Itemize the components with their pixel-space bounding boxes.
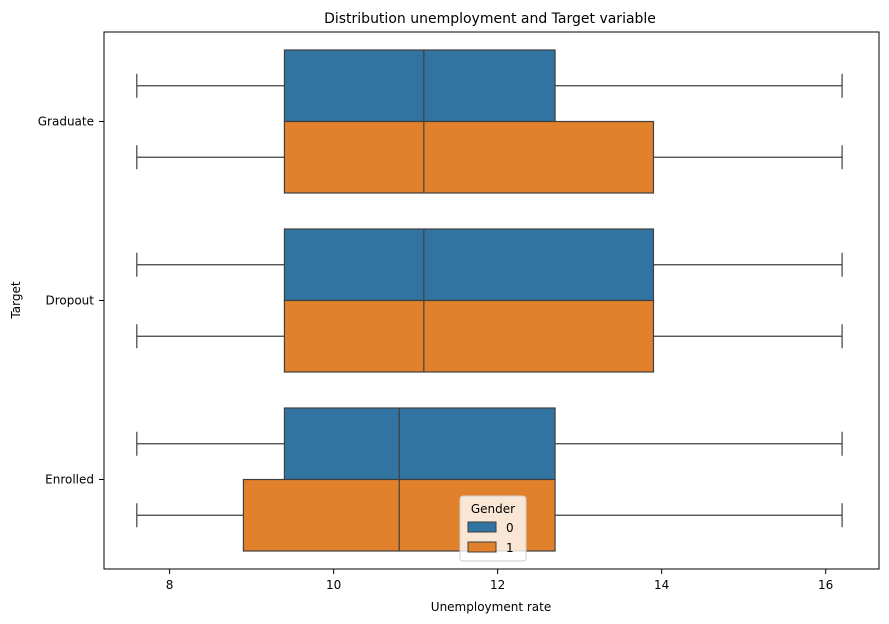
x-tick-label: 8 <box>166 578 174 592</box>
x-axis-title: Unemployment rate <box>431 600 551 614</box>
iqr-box <box>283 299 655 373</box>
legend-swatch-gender-1 <box>467 541 497 553</box>
legend: Gender 0 1 <box>459 495 527 562</box>
legend-title: Gender <box>471 502 515 516</box>
box-dropout-gender-0 <box>136 228 843 302</box>
x-tick-label: 12 <box>490 578 505 592</box>
iqr-box <box>283 49 556 123</box>
legend-swatch-gender-0 <box>467 521 497 533</box>
box-dropout-gender-1 <box>136 299 843 373</box>
chart-title: Distribution unemployment and Target var… <box>324 11 656 27</box>
legend-label-gender-0: 0 <box>506 521 514 535</box>
iqr-box <box>283 407 556 481</box>
x-tick-label: 16 <box>818 578 833 592</box>
legend-label-gender-1: 1 <box>506 541 514 555</box>
y-axis-title: Target <box>9 281 23 319</box>
box-graduate-gender-1 <box>136 120 843 194</box>
iqr-box <box>283 228 655 302</box>
x-tick-label: 14 <box>654 578 669 592</box>
plot-area <box>136 49 843 552</box>
iqr-box <box>283 120 655 194</box>
box-enrolled-gender-0 <box>136 407 843 481</box>
x-tick-label: 10 <box>326 578 341 592</box>
y-tick-label-dropout: Dropout <box>45 294 94 308</box>
box-graduate-gender-0 <box>136 49 843 123</box>
y-tick-label-enrolled: Enrolled <box>45 473 94 487</box>
y-tick-label-graduate: Graduate <box>38 115 94 129</box>
